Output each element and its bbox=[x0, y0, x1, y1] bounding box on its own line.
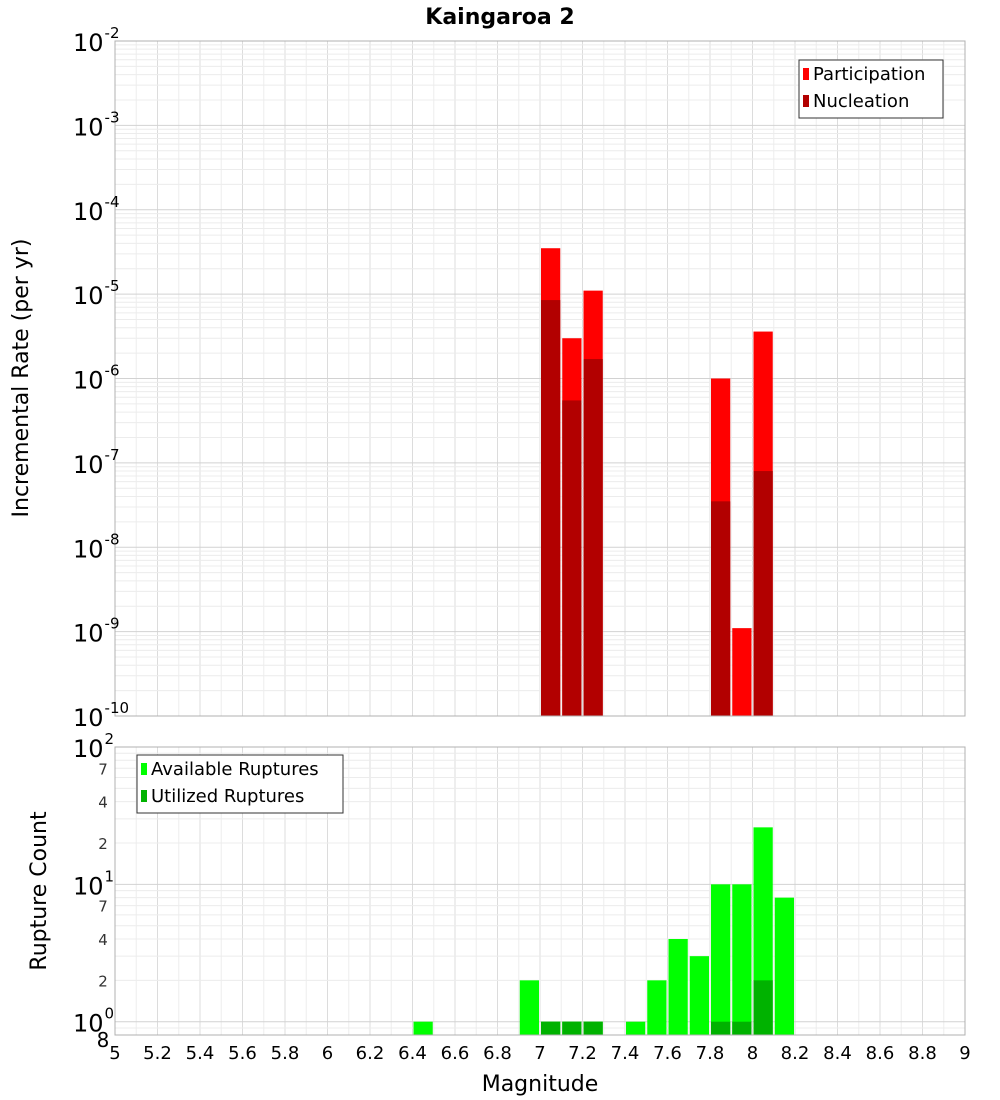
bottom-y-minor-label-2: 4 bbox=[98, 931, 108, 949]
bottom-y-minor-label-3: 7 bbox=[98, 898, 108, 916]
bottom-bar-0-6 bbox=[647, 980, 667, 1035]
bottom-bar-0-12 bbox=[774, 897, 794, 1035]
top-bar-1-1 bbox=[562, 400, 582, 716]
bottom-bar-1-3 bbox=[711, 1021, 731, 1035]
bottom-y-minor-label-4: 2 bbox=[98, 835, 108, 853]
bottom-y-minor-label-5: 4 bbox=[98, 794, 108, 812]
top-bar-0-4 bbox=[732, 628, 752, 716]
x-tick-label-0: 5 bbox=[109, 1043, 120, 1064]
bottom-bars bbox=[413, 827, 794, 1035]
x-tick-label-14: 7.8 bbox=[696, 1043, 725, 1064]
top-bars bbox=[541, 248, 773, 717]
bottom-bar-1-2 bbox=[583, 1021, 603, 1035]
bottom-bar-0-9 bbox=[711, 884, 731, 1035]
x-tick-label-13: 7.6 bbox=[653, 1043, 682, 1064]
bottom-bar-0-1 bbox=[519, 980, 539, 1035]
x-tick-label-4: 5.8 bbox=[271, 1043, 300, 1064]
top-y-tick-label-0: 10-10 bbox=[73, 699, 129, 732]
x-tick-label-8: 6.6 bbox=[441, 1043, 470, 1064]
bottom-plot-border bbox=[114, 746, 966, 1036]
bottom-legend: Available Ruptures Utilized Ruptures bbox=[136, 754, 344, 814]
bottom-bar-1-1 bbox=[562, 1021, 582, 1035]
bottom-y-minor-label-6: 7 bbox=[98, 760, 108, 778]
bottom-bar-0-5 bbox=[626, 1021, 646, 1035]
bottom-y-minor-label-0: 8 bbox=[97, 1028, 110, 1052]
bottom-legend-swatch-1 bbox=[141, 790, 147, 802]
x-tick-label-5: 6 bbox=[322, 1043, 333, 1064]
bottom-bar-0-8 bbox=[689, 956, 709, 1035]
top-bar-1-0 bbox=[541, 300, 561, 716]
bottom-legend-box bbox=[136, 754, 344, 814]
top-bar-1-3 bbox=[711, 501, 731, 716]
x-tick-label-9: 6.8 bbox=[483, 1043, 512, 1064]
count-panel: 100 101 102 8 2 4 7 2 4 7 5 5.2 5.4 5.6 5.8 6 6.2 6.4 6.6 6… bbox=[73, 730, 971, 1064]
x-tick-label-10: 7 bbox=[534, 1043, 545, 1064]
top-y-tick-label-7: 10-3 bbox=[73, 108, 120, 141]
bottom-bar-1-4 bbox=[732, 1021, 752, 1035]
x-tick-label-3: 5.6 bbox=[228, 1043, 257, 1064]
bottom-y-tick-label-0: 100 bbox=[73, 1005, 114, 1038]
x-tick-label-17: 8.4 bbox=[823, 1043, 852, 1064]
x-tick-label-19: 8.8 bbox=[908, 1043, 937, 1064]
top-legend-box bbox=[798, 59, 944, 119]
x-tick-label-2: 5.4 bbox=[186, 1043, 215, 1064]
top-legend: Participation Nucleation bbox=[798, 59, 944, 119]
bottom-bar-1-0 bbox=[541, 1021, 561, 1035]
x-axis-label: Magnitude bbox=[482, 1072, 599, 1097]
top-legend-swatch-1 bbox=[803, 95, 809, 107]
bottom-series-1 bbox=[541, 980, 773, 1035]
x-tick-label-6: 6.2 bbox=[356, 1043, 385, 1064]
top-bar-1-4 bbox=[753, 471, 773, 716]
x-tick-label-1: 5.2 bbox=[143, 1043, 172, 1064]
rate-panel: 10-10 10-9 10-8 10-7 10-6 10-5 10-4 10-3 10-2 Par… bbox=[73, 24, 966, 732]
top-y-tick-label-4: 10-6 bbox=[73, 362, 120, 395]
bottom-y-minor-label-1: 2 bbox=[98, 972, 108, 990]
x-tick-label-20: 9 bbox=[959, 1043, 970, 1064]
top-y-axis-label: Incremental Rate (per yr) bbox=[9, 239, 34, 518]
bottom-y-axis-label: Rupture Count bbox=[27, 811, 52, 971]
bottom-legend-swatch-0 bbox=[141, 763, 147, 775]
top-legend-swatch-0 bbox=[803, 68, 809, 80]
top-y-tick-label-1: 10-9 bbox=[73, 615, 120, 648]
x-tick-label-15: 8 bbox=[747, 1043, 758, 1064]
bottom-legend-label-0: Available Ruptures bbox=[151, 759, 319, 780]
x-tick-labels: 5 5.2 5.4 5.6 5.8 6 6.2 6.4 6.6 6.8 7 7.2 7.4 7.6 7.8 8… bbox=[109, 1043, 970, 1064]
bottom-y-tick-labels: 100 101 102 8 2 4 7 2 4 7 bbox=[73, 730, 114, 1052]
bottom-bar-0-0 bbox=[413, 1021, 433, 1035]
bottom-bar-0-10 bbox=[732, 884, 752, 1035]
x-tick-label-18: 8.6 bbox=[866, 1043, 895, 1064]
top-y-tick-label-3: 10-7 bbox=[73, 446, 120, 479]
bottom-y-tick-label-2: 102 bbox=[73, 730, 114, 763]
chart-title: Kaingaroa 2 bbox=[425, 5, 574, 30]
x-tick-label-12: 7.4 bbox=[611, 1043, 640, 1064]
x-tick-label-7: 6.4 bbox=[398, 1043, 427, 1064]
top-y-tick-label-2: 10-8 bbox=[73, 530, 120, 563]
bottom-legend-label-1: Utilized Ruptures bbox=[151, 786, 304, 807]
top-bar-1-2 bbox=[583, 359, 603, 716]
top-plot-border bbox=[114, 40, 966, 717]
top-y-tick-labels: 10-10 10-9 10-8 10-7 10-6 10-5 10-4 10-3 10-2 bbox=[73, 24, 129, 732]
top-y-tick-label-5: 10-5 bbox=[73, 277, 120, 310]
top-series-1 bbox=[541, 300, 773, 716]
top-y-tick-label-6: 10-4 bbox=[73, 193, 120, 226]
top-y-tick-label-8: 10-2 bbox=[73, 24, 120, 57]
bottom-y-tick-label-1: 101 bbox=[73, 867, 114, 900]
x-tick-label-11: 7.2 bbox=[568, 1043, 597, 1064]
bottom-bar-1-5 bbox=[753, 980, 773, 1035]
x-tick-label-16: 8.2 bbox=[781, 1043, 810, 1064]
top-legend-label-0: Participation bbox=[813, 64, 925, 85]
bottom-bar-0-7 bbox=[668, 939, 688, 1035]
top-legend-label-1: Nucleation bbox=[813, 91, 909, 112]
